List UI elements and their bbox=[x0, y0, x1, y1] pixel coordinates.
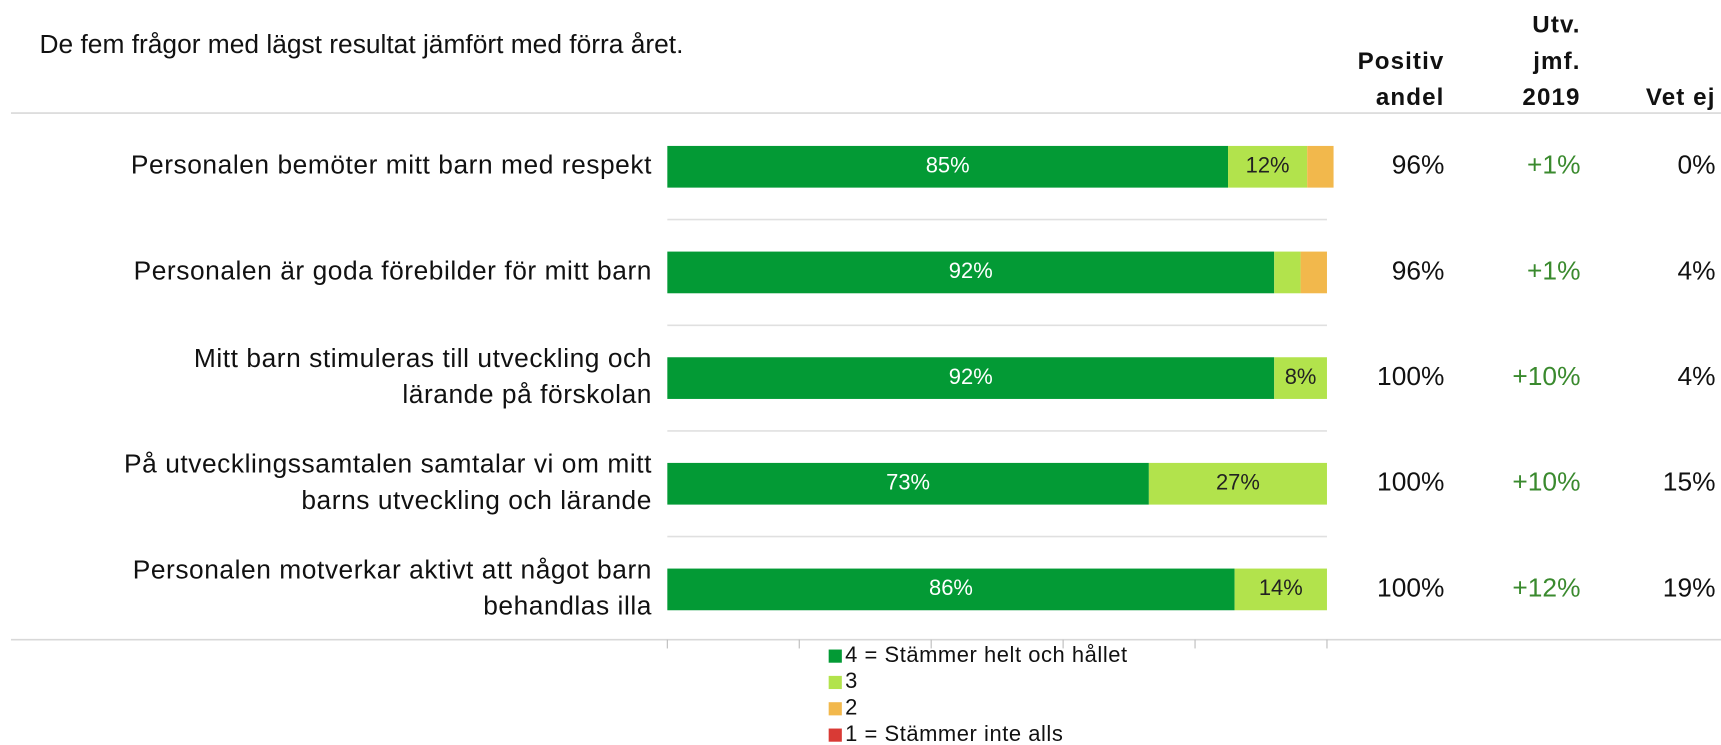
bar-segment bbox=[667, 462, 1149, 505]
bar-segment bbox=[1228, 145, 1308, 188]
column-value: 19% bbox=[1663, 572, 1716, 602]
bar-segment bbox=[667, 357, 1275, 399]
bar-segment bbox=[1300, 251, 1327, 294]
legend-label: 3 bbox=[845, 668, 858, 693]
value-label: 8% bbox=[1285, 364, 1317, 389]
column-header: Positiv bbox=[1358, 48, 1445, 75]
column-value: +10% bbox=[1512, 361, 1580, 391]
column-header: 2019 bbox=[1522, 84, 1580, 111]
chart-title: De fem frågor med lägst resultat jämfört… bbox=[40, 29, 684, 59]
bar-segment bbox=[1274, 251, 1301, 294]
legend-swatch bbox=[828, 728, 842, 742]
legend-label: 4 = Stämmer helt och hållet bbox=[845, 642, 1128, 667]
value-label: 27% bbox=[1216, 470, 1260, 495]
category-label: Personalen motverkar aktivt att något ba… bbox=[133, 554, 652, 584]
column-value: 96% bbox=[1392, 150, 1445, 180]
column-header: jmf. bbox=[1532, 48, 1580, 75]
bar-segment bbox=[667, 145, 1229, 188]
bar-segment bbox=[1274, 357, 1327, 399]
bar-segment bbox=[667, 568, 1235, 611]
column-value: +12% bbox=[1512, 572, 1580, 602]
column-value: +1% bbox=[1527, 255, 1580, 285]
column-value: +1% bbox=[1527, 150, 1580, 180]
column-value: 15% bbox=[1663, 467, 1716, 497]
value-label: 92% bbox=[949, 258, 993, 283]
category-label: På utvecklingssamtalen samtalar vi om mi… bbox=[124, 449, 652, 479]
value-label: 85% bbox=[926, 153, 970, 178]
category-label: Personalen bemöter mitt barn med respekt bbox=[131, 150, 652, 180]
column-value: 100% bbox=[1377, 361, 1444, 391]
legend-swatch bbox=[828, 649, 842, 663]
category-label: Personalen är goda förebilder för mitt b… bbox=[134, 255, 652, 285]
category-label: behandlas illa bbox=[483, 590, 652, 620]
column-value: 4% bbox=[1677, 255, 1715, 285]
column-header: Vet ej bbox=[1646, 84, 1716, 111]
bar-segment bbox=[1307, 145, 1334, 188]
bar-segment bbox=[1148, 462, 1327, 505]
legend-label: 1 = Stämmer inte alls bbox=[845, 721, 1063, 745]
column-value: 0% bbox=[1677, 150, 1715, 180]
legend-label: 2 bbox=[845, 695, 858, 720]
bar-segment bbox=[667, 251, 1275, 294]
category-label: barns utveckling och lärande bbox=[301, 485, 652, 515]
value-label: 73% bbox=[886, 470, 930, 495]
legend-swatch bbox=[828, 702, 842, 716]
value-label: 86% bbox=[929, 575, 973, 600]
column-header: andel bbox=[1376, 84, 1445, 111]
category-label: lärande på förskolan bbox=[402, 379, 652, 409]
column-value: 96% bbox=[1392, 255, 1445, 285]
column-value: +10% bbox=[1512, 467, 1580, 497]
column-value: 100% bbox=[1377, 467, 1444, 497]
category-label: Mitt barn stimuleras till utveckling och bbox=[194, 343, 652, 373]
bar-segment bbox=[1234, 568, 1327, 611]
value-label: 14% bbox=[1259, 575, 1303, 600]
value-label: 12% bbox=[1246, 153, 1290, 178]
column-header: Utv. bbox=[1532, 12, 1580, 39]
column-value: 100% bbox=[1377, 572, 1444, 602]
legend-swatch bbox=[828, 675, 842, 690]
column-value: 4% bbox=[1677, 361, 1715, 391]
value-label: 92% bbox=[949, 364, 993, 389]
